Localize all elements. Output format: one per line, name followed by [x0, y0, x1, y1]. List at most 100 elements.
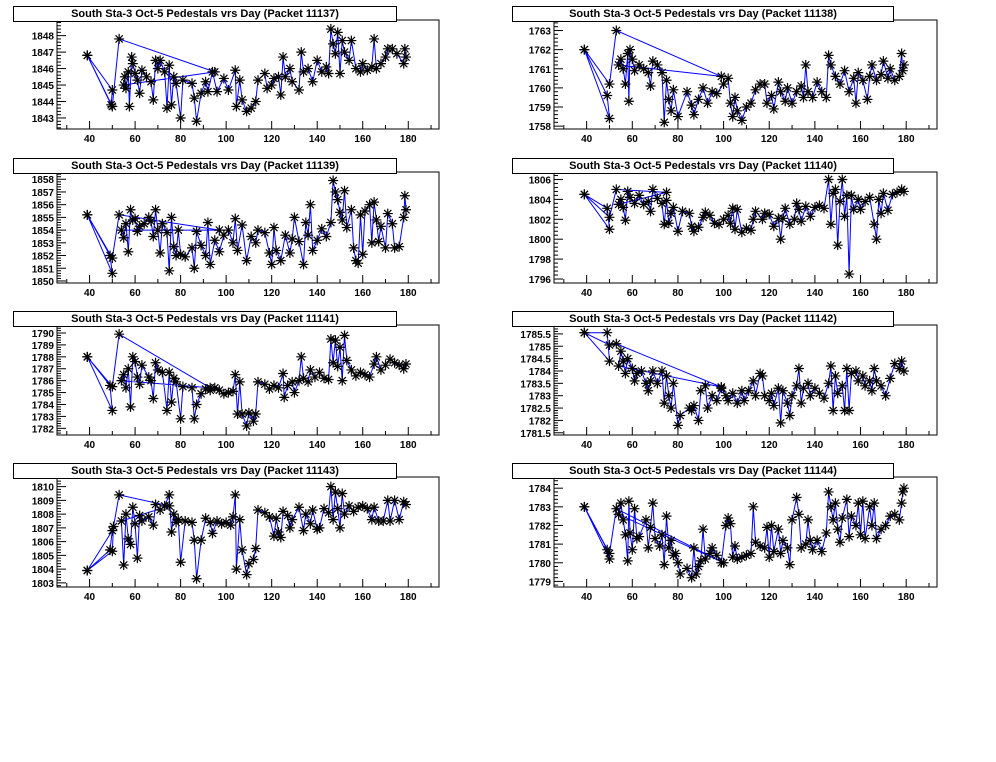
data-point [202, 217, 213, 228]
data-point [250, 237, 261, 248]
data-point [164, 489, 175, 500]
data-point [672, 420, 683, 431]
data-point [764, 395, 775, 406]
data-point [107, 101, 118, 112]
y-tick-label: 1783 [32, 412, 55, 423]
data-point [686, 100, 697, 111]
data-point [189, 263, 200, 274]
data-point [736, 227, 747, 238]
x-tick-label: 80 [672, 134, 684, 145]
data-point [325, 217, 336, 228]
data-point [325, 24, 336, 35]
x-tick-label: 120 [761, 592, 778, 603]
data-point [369, 197, 380, 208]
data-point [227, 511, 238, 522]
data-point [330, 335, 341, 346]
data-point [225, 520, 236, 531]
data-point [325, 481, 336, 492]
data-point [253, 75, 264, 86]
data-point [237, 220, 248, 231]
data-point [623, 96, 634, 107]
data-point [334, 68, 345, 79]
y-tick-label: 1851 [32, 264, 55, 275]
data-point [682, 563, 693, 574]
data-point [161, 103, 172, 114]
data-point [330, 487, 341, 498]
data-point [298, 373, 309, 384]
data-point [120, 218, 131, 229]
data-point [241, 106, 252, 117]
data-point [777, 385, 788, 396]
y-tick-label: 1789 [32, 341, 55, 352]
y-tick-label: 1782.5 [520, 404, 551, 415]
x-tick-label: 60 [627, 592, 639, 603]
data-point [173, 514, 184, 525]
data-point [118, 80, 129, 91]
data-point [389, 357, 400, 368]
data-point [191, 116, 202, 127]
data-point [253, 225, 264, 236]
data-point [82, 50, 93, 61]
chart-panel: 40 60 80 100 120 140 160 180 1843 1844 1845 1846 184… [32, 19, 440, 145]
data-point [659, 559, 670, 570]
data-point [369, 33, 380, 44]
data-point [284, 247, 295, 258]
data-point [791, 380, 802, 391]
chart-title: South Sta-3 Oct-5 Pedestals vrs Day (Pac… [13, 311, 397, 327]
x-tick-label: 160 [852, 592, 869, 603]
data-point [857, 75, 868, 86]
data-point [120, 509, 131, 520]
data-point [289, 387, 300, 398]
x-tick-label: 100 [218, 440, 235, 451]
data-point [768, 546, 779, 557]
chart-panel: 40 60 80 100 120 140 160 180 1796 1798 1800 1802 180… [529, 171, 938, 299]
x-tick-label: 80 [672, 440, 684, 451]
data-point [846, 368, 857, 379]
data-point [848, 73, 859, 84]
data-point [775, 86, 786, 97]
data-point [897, 486, 908, 497]
data-point [622, 186, 633, 197]
data-point [791, 198, 802, 209]
x-tick-label: 100 [715, 592, 732, 603]
data-point [622, 48, 633, 59]
plot-frame [553, 324, 938, 436]
data-point [894, 363, 905, 374]
data-point [387, 43, 398, 54]
data-point [168, 373, 179, 384]
data-point [793, 509, 804, 520]
data-point [314, 522, 325, 533]
data-point [146, 375, 157, 386]
x-tick-label: 140 [807, 288, 824, 299]
data-point [620, 368, 631, 379]
data-point [604, 554, 615, 565]
data-point [844, 86, 855, 97]
x-tick-label: 60 [130, 592, 142, 603]
data-point [860, 380, 871, 391]
data-point [652, 59, 663, 70]
data-point [819, 203, 830, 214]
data-point [645, 522, 656, 533]
data-point [355, 66, 366, 77]
data-point [727, 111, 738, 122]
data-point [627, 54, 638, 65]
x-tick-label: 80 [175, 288, 187, 299]
data-point [800, 59, 811, 70]
data-point [191, 399, 202, 410]
data-point [355, 367, 366, 378]
data-point [116, 225, 127, 236]
x-tick-label: 100 [715, 134, 732, 145]
chart-title: South Sta-3 Oct-5 Pedestals vrs Day (Pac… [512, 158, 894, 174]
data-point [400, 52, 411, 63]
data-point [382, 495, 393, 506]
data-point [723, 73, 734, 84]
data-point [898, 59, 909, 70]
data-point [334, 207, 345, 218]
data-point [844, 531, 855, 542]
data-point [353, 502, 364, 513]
data-point [350, 63, 361, 74]
data-point [253, 376, 264, 387]
data-point [134, 88, 145, 99]
data-point [853, 498, 864, 509]
